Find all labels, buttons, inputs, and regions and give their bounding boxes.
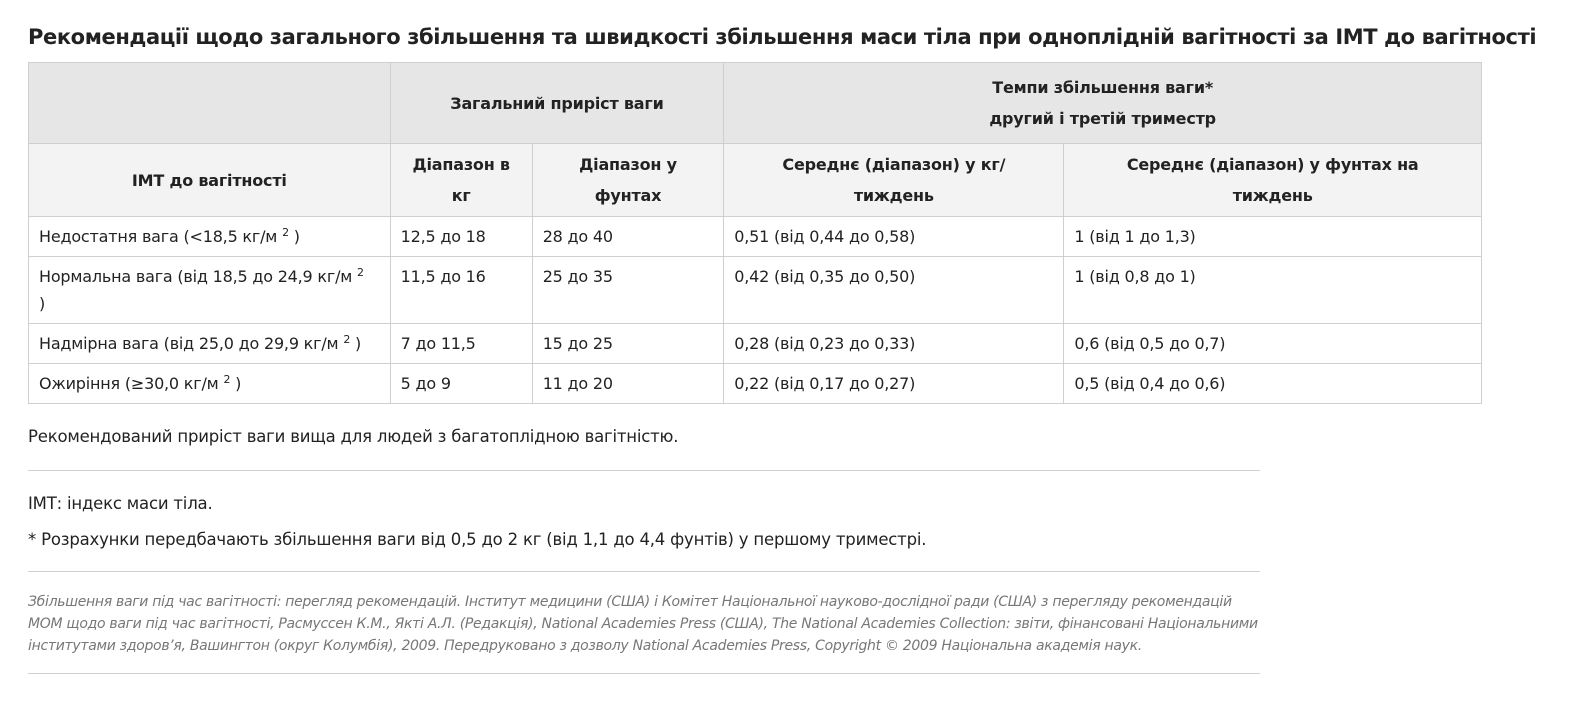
mean-lb-cell: 1 (від 1 до 1,3) <box>1063 216 1482 257</box>
note-multiple-pregnancy: Рекомендований приріст ваги вища для люд… <box>28 427 679 446</box>
mean-kg-cell: 0,51 (від 0,44 до 0,58) <box>723 216 1065 257</box>
mean-kg-cell: 0,42 (від 0,35 до 0,50) <box>723 256 1065 324</box>
bmi-close: ) <box>235 374 242 393</box>
bmi-cell: Надмірна вага (від 25,0 до 29,9 кг/м 2 ) <box>28 323 391 364</box>
bmi-close: ) <box>39 294 46 313</box>
note-calculation: * Розрахунки передбачають збільшення ваг… <box>28 530 927 549</box>
bmi-sup: 2 <box>223 373 231 386</box>
range-lb-cell: 15 до 25 <box>531 323 725 364</box>
range-lb-cell: 28 до 40 <box>531 216 725 257</box>
mean-lb-cell: 0,6 (від 0,5 до 0,7) <box>1063 323 1482 364</box>
header-range-kg-line1: Діапазон в <box>412 155 510 174</box>
range-lb-cell: 11 до 20 <box>531 363 725 404</box>
bmi-close: ) <box>293 227 300 246</box>
range-kg-cell: 11,5 до 16 <box>389 256 533 324</box>
header-total-gain-label: Загальний приріст ваги <box>450 93 664 113</box>
header-mean-lb: Середнє (діапазон) у фунтах на тиждень <box>1063 143 1482 217</box>
divider <box>28 470 1260 471</box>
header-range-kg-line2: кг <box>451 186 471 205</box>
bmi-cell: Ожиріння (≥30,0 кг/м 2 ) <box>28 363 391 404</box>
header-range-lb-line2: фунтах <box>594 186 662 205</box>
divider <box>28 673 1260 674</box>
range-kg-cell: 12,5 до 18 <box>389 216 533 257</box>
header-mean-lb-line1: Середнє (діапазон) у фунтах на <box>1126 155 1419 174</box>
header-mean-kg-line1: Середнє (діапазон) у кг/ <box>782 155 1006 174</box>
bmi-sup: 2 <box>357 266 364 279</box>
bmi-text: Надмірна вага (від 25,0 до 29,9 кг/м <box>39 334 339 353</box>
header-rate-gain-line2: другий і третій триместр <box>989 109 1216 128</box>
table-row: Нормальна вага (від 18,5 до 24,9 кг/м 2)… <box>28 256 1482 324</box>
table-row: Недостатня вага (<18,5 кг/м 2 ) 12,5 до … <box>28 216 1482 257</box>
weight-gain-table: Загальний приріст ваги Темпи збільшення … <box>28 62 1482 404</box>
header-empty-cell <box>28 62 391 144</box>
header-bmi: ІМТ до вагітності <box>28 143 391 217</box>
divider <box>28 571 1260 572</box>
bmi-cell: Нормальна вага (від 18,5 до 24,9 кг/м 2) <box>28 256 391 324</box>
header-range-lb: Діапазон у фунтах <box>531 143 725 217</box>
range-lb-cell: 25 до 35 <box>531 256 725 324</box>
source-credit: Збільшення ваги під час вагітності: пере… <box>28 594 1258 654</box>
table-column-header-row: ІМТ до вагітності Діапазон в кг Діапазон… <box>28 143 1482 217</box>
range-kg-cell: 5 до 9 <box>389 363 533 404</box>
mean-lb-cell: 1 (від 0,8 до 1) <box>1063 256 1482 324</box>
header-bmi-label: ІМТ до вагітності <box>131 170 287 190</box>
mean-lb-cell: 0,5 (від 0,4 до 0,6) <box>1063 363 1482 404</box>
bmi-text: Недостатня вага (<18,5 кг/м <box>39 227 278 246</box>
table-group-header-row: Загальний приріст ваги Темпи збільшення … <box>28 62 1482 144</box>
table-row: Ожиріння (≥30,0 кг/м 2 ) 5 до 9 11 до 20… <box>28 363 1482 404</box>
header-range-kg: Діапазон в кг <box>389 143 533 217</box>
header-rate-gain: Темпи збільшення ваги* другий і третій т… <box>723 62 1482 144</box>
header-range-lb-line1: Діапазон у <box>579 155 677 174</box>
bmi-sup: 2 <box>343 333 351 346</box>
bmi-text: Нормальна вага (від 18,5 до 24,9 кг/м <box>39 267 353 286</box>
range-kg-cell: 7 до 11,5 <box>389 323 533 364</box>
mean-kg-cell: 0,22 (від 0,17 до 0,27) <box>723 363 1065 404</box>
bmi-cell: Недостатня вага (<18,5 кг/м 2 ) <box>28 216 391 257</box>
page-title: Рекомендації щодо загального збільшення … <box>28 25 1537 49</box>
mean-kg-cell: 0,28 (від 0,23 до 0,33) <box>723 323 1065 364</box>
bmi-close: ) <box>355 334 362 353</box>
header-total-gain: Загальний приріст ваги <box>389 62 725 144</box>
bmi-text: Ожиріння (≥30,0 кг/м <box>39 374 219 393</box>
bmi-sup: 2 <box>282 226 289 239</box>
note-bmi-definition: ІМТ: індекс маси тіла. <box>28 494 213 513</box>
header-mean-kg-line2: тиждень <box>853 186 934 205</box>
header-mean-kg: Середнє (діапазон) у кг/ тиждень <box>723 143 1065 217</box>
header-mean-lb-line2: тиждень <box>1232 186 1313 205</box>
header-rate-gain-line1: Темпи збільшення ваги* <box>992 78 1213 97</box>
page: Рекомендації щодо загального збільшення … <box>28 25 1537 674</box>
table-row: Надмірна вага (від 25,0 до 29,9 кг/м 2 )… <box>28 323 1482 364</box>
